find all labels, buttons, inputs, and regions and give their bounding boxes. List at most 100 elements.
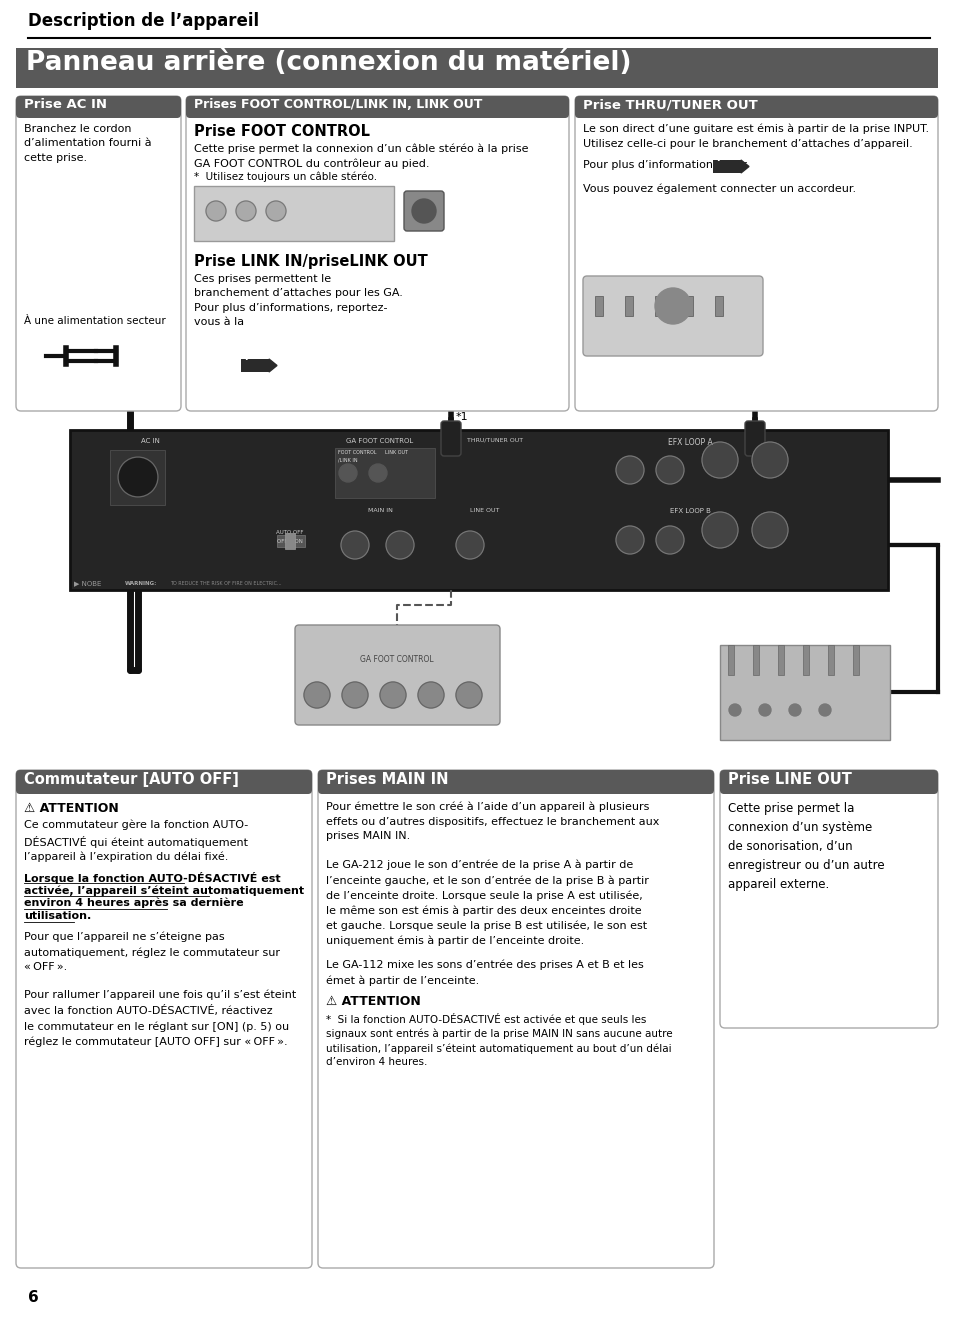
Circle shape: [751, 511, 787, 548]
Text: Pour rallumer l’appareil une fois qu’il s’est éteint
avec la fonction AUTO-DÉSAC: Pour rallumer l’appareil une fois qu’il …: [24, 990, 296, 1046]
FancyBboxPatch shape: [186, 96, 568, 119]
Bar: [335, 448, 435, 498]
Text: FOOT CONTROL: FOOT CONTROL: [337, 449, 376, 455]
Circle shape: [456, 531, 483, 559]
Polygon shape: [740, 159, 748, 173]
Text: Prises MAIN IN: Prises MAIN IN: [326, 772, 448, 787]
Text: Prise LINE OUT: Prise LINE OUT: [727, 772, 851, 787]
Text: Cette prise permet la connexion d’un câble stéréo à la prise
GA FOOT CONTROL du : Cette prise permet la connexion d’un câb…: [193, 144, 528, 169]
Bar: [802, 645, 808, 675]
Text: Pour plus d’informations, voir: Pour plus d’informations, voir: [582, 159, 746, 170]
Bar: [655, 297, 662, 316]
Text: Description de l’appareil: Description de l’appareil: [28, 12, 259, 30]
Text: Prise THRU/TUNER OUT: Prise THRU/TUNER OUT: [582, 98, 757, 111]
Text: Cette prise permet la
connexion d’un système
de sonorisation, d’un
enregistreur : Cette prise permet la connexion d’un sys…: [727, 801, 883, 891]
Circle shape: [759, 704, 770, 716]
Circle shape: [341, 681, 368, 708]
Circle shape: [701, 511, 738, 548]
Circle shape: [656, 456, 683, 484]
Bar: [684, 297, 692, 316]
Bar: [595, 297, 602, 316]
Text: Le GA-112 mixe les sons d’entrée des prises A et B et les
émet à partir de l’enc: Le GA-112 mixe les sons d’entrée des pri…: [326, 960, 643, 986]
Circle shape: [304, 681, 330, 708]
FancyBboxPatch shape: [720, 770, 937, 793]
Circle shape: [655, 289, 690, 324]
Text: EFX LOOP A: EFX LOOP A: [667, 438, 712, 447]
Text: ⚠ ATTENTION: ⚠ ATTENTION: [326, 995, 420, 1008]
Circle shape: [788, 704, 801, 716]
Circle shape: [728, 704, 740, 716]
Circle shape: [818, 704, 830, 716]
Text: GA FOOT CONTROL: GA FOOT CONTROL: [346, 438, 414, 444]
Text: AC IN: AC IN: [140, 438, 159, 444]
Text: Ce commutateur gère la fonction AUTO-
DÉSACTIVÉ qui éteint automatiquement
l’app: Ce commutateur gère la fonction AUTO- DÉ…: [24, 820, 248, 862]
Text: activée, l’appareil s’éteint automatiquement: activée, l’appareil s’éteint automatique…: [24, 884, 304, 895]
Text: Vous pouvez également connecter un accordeur.: Vous pouvez également connecter un accor…: [582, 185, 855, 195]
Text: Pour émettre le son créé à l’aide d’un appareil à plusieurs
effets ou d’autres d: Pour émettre le son créé à l’aide d’un a…: [326, 801, 659, 841]
Bar: [624, 297, 633, 316]
Text: GA FOOT CONTROL: GA FOOT CONTROL: [360, 655, 434, 664]
Text: MAIN IN: MAIN IN: [367, 507, 392, 513]
Circle shape: [386, 531, 414, 559]
Text: /LINK IN: /LINK IN: [337, 457, 357, 463]
Text: Prise LINK IN/priseLINK OUT: Prise LINK IN/priseLINK OUT: [193, 254, 427, 269]
Circle shape: [456, 681, 481, 708]
Bar: [827, 645, 833, 675]
Bar: [70, 430, 887, 590]
Bar: [193, 186, 394, 241]
FancyBboxPatch shape: [16, 96, 181, 411]
Circle shape: [118, 457, 158, 497]
Text: Panneau arrière (connexion du matériel): Panneau arrière (connexion du matériel): [26, 50, 631, 76]
Bar: [712, 159, 740, 173]
FancyBboxPatch shape: [186, 96, 568, 411]
Circle shape: [235, 202, 255, 221]
Circle shape: [266, 202, 286, 221]
Text: TO REDUCE THE RISK OF FIRE ON ELECTRIC...: TO REDUCE THE RISK OF FIRE ON ELECTRIC..…: [170, 581, 281, 587]
Circle shape: [417, 681, 443, 708]
Text: Branchez le cordon
d’alimentation fourni à
cette prise.: Branchez le cordon d’alimentation fourni…: [24, 124, 152, 163]
FancyBboxPatch shape: [582, 275, 762, 356]
FancyBboxPatch shape: [575, 96, 937, 411]
FancyBboxPatch shape: [720, 770, 937, 1028]
Text: *  Si la fonction AUTO-DÉSACTIVÉ est activée et que seuls les
signaux sont entré: * Si la fonction AUTO-DÉSACTIVÉ est acti…: [326, 1014, 672, 1068]
Bar: [110, 449, 165, 505]
Text: OFF    ON: OFF ON: [276, 539, 303, 544]
FancyBboxPatch shape: [294, 625, 499, 725]
Circle shape: [379, 681, 406, 708]
Circle shape: [206, 202, 226, 221]
Text: LINK OUT: LINK OUT: [385, 449, 408, 455]
Bar: [778, 645, 783, 675]
Text: EFX LOOP B: EFX LOOP B: [669, 507, 710, 514]
Text: À une alimentation secteur: À une alimentation secteur: [24, 316, 166, 326]
FancyBboxPatch shape: [16, 770, 312, 793]
Bar: [852, 645, 858, 675]
Bar: [720, 645, 889, 739]
FancyBboxPatch shape: [317, 770, 713, 1268]
Text: utilisation.: utilisation.: [24, 911, 91, 921]
Bar: [16, 47, 937, 88]
Circle shape: [656, 526, 683, 554]
Text: 6: 6: [28, 1290, 39, 1305]
FancyBboxPatch shape: [16, 770, 312, 1268]
Bar: [276, 535, 305, 547]
Text: *1: *1: [456, 413, 468, 422]
FancyBboxPatch shape: [744, 420, 764, 456]
Circle shape: [340, 531, 369, 559]
Text: Ces prises permettent le
branchement d’attaches pour les GA.
Pour plus d’informa: Ces prises permettent le branchement d’a…: [193, 274, 402, 327]
Bar: [727, 645, 733, 675]
Text: THRU/TUNER OUT: THRU/TUNER OUT: [466, 438, 522, 443]
Text: Commutateur [AUTO OFF]: Commutateur [AUTO OFF]: [24, 772, 238, 787]
Text: Prise AC IN: Prise AC IN: [24, 98, 107, 111]
Text: Prise FOOT CONTROL: Prise FOOT CONTROL: [193, 124, 370, 138]
Circle shape: [701, 442, 738, 478]
FancyBboxPatch shape: [440, 420, 460, 456]
Text: environ 4 heures après sa dernière: environ 4 heures après sa dernière: [24, 898, 243, 908]
Bar: [752, 645, 759, 675]
Polygon shape: [269, 358, 276, 372]
FancyBboxPatch shape: [403, 191, 443, 231]
FancyBboxPatch shape: [317, 770, 713, 793]
Text: p. 9: p. 9: [245, 351, 266, 360]
Text: *  Utilisez toujours un câble stéréo.: * Utilisez toujours un câble stéréo.: [193, 173, 376, 182]
Bar: [285, 532, 294, 550]
Circle shape: [751, 442, 787, 478]
